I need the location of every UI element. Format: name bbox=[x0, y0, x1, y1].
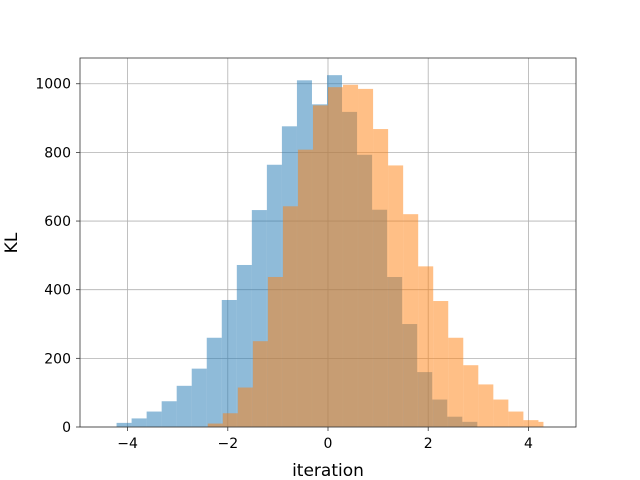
histogram-bar bbox=[131, 418, 147, 427]
histogram-bar bbox=[222, 413, 238, 427]
histogram-bar bbox=[373, 129, 389, 427]
histogram-bar bbox=[508, 411, 524, 427]
histogram-bar bbox=[221, 299, 237, 427]
histogram-bar bbox=[206, 337, 222, 427]
histogram-bar bbox=[523, 420, 539, 427]
y-axis-label: KL bbox=[2, 232, 22, 253]
x-tick-label: −4 bbox=[117, 436, 138, 452]
x-tick-label: 2 bbox=[424, 436, 433, 452]
y-tick-label: 1000 bbox=[35, 77, 71, 93]
histogram-bar bbox=[388, 165, 404, 427]
histogram-bar bbox=[297, 149, 313, 428]
histogram-bar bbox=[267, 276, 283, 427]
histogram-bar bbox=[207, 423, 223, 427]
y-tick-label: 800 bbox=[44, 145, 71, 161]
histogram-bar bbox=[312, 105, 328, 428]
histogram-bar bbox=[403, 214, 419, 427]
x-tick-label: −2 bbox=[217, 436, 238, 452]
histogram-bar bbox=[538, 421, 544, 427]
histogram-bar bbox=[252, 341, 268, 427]
histogram-bar bbox=[191, 368, 207, 427]
histogram-bar bbox=[433, 301, 449, 427]
histogram-bar bbox=[116, 422, 132, 427]
histogram-bar bbox=[418, 266, 434, 427]
x-tick-label: 4 bbox=[524, 436, 533, 452]
y-axis-ticks: 0 200 400 600 800 1000 bbox=[35, 77, 80, 436]
histogram-bar bbox=[358, 88, 374, 428]
x-axis-label: iteration bbox=[292, 461, 364, 480]
histogram-bar bbox=[236, 264, 252, 427]
histogram-bar bbox=[146, 411, 162, 427]
x-axis-ticks: −4 −2 0 2 4 bbox=[117, 427, 533, 452]
histogram-bar bbox=[328, 87, 344, 427]
histogram-bar bbox=[176, 385, 192, 427]
histogram-bar bbox=[448, 337, 464, 427]
histogram-bar bbox=[161, 401, 177, 427]
histogram-bar bbox=[343, 84, 359, 427]
x-tick-label: 0 bbox=[324, 436, 333, 452]
histogram-bar bbox=[282, 206, 298, 427]
y-tick-label: 400 bbox=[44, 283, 71, 299]
y-tick-label: 200 bbox=[44, 351, 71, 367]
series-2-bars bbox=[207, 84, 544, 428]
y-tick-label: 0 bbox=[62, 420, 71, 436]
histogram-bar bbox=[237, 387, 253, 427]
histogram-bar bbox=[493, 399, 509, 427]
histogram-bar bbox=[478, 384, 494, 427]
histogram-bar bbox=[463, 365, 479, 427]
y-tick-label: 600 bbox=[44, 214, 71, 230]
